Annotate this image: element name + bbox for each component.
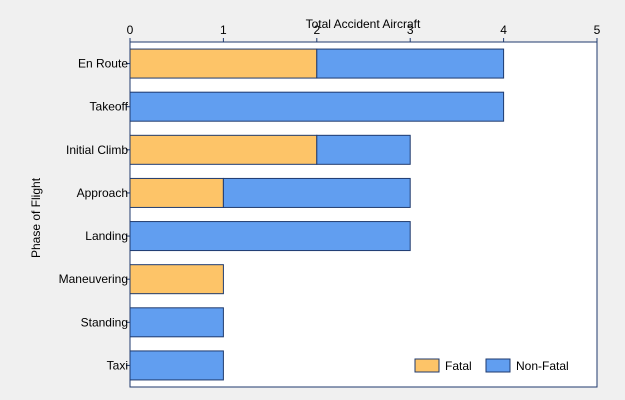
bar-non-fatal bbox=[222, 177, 411, 208]
x-axis-ticks: 0 1 2 3 4 5 bbox=[127, 23, 601, 42]
category-label: En Route bbox=[78, 57, 128, 71]
category-label: Landing bbox=[85, 229, 128, 243]
legend-label: Fatal bbox=[445, 359, 472, 373]
legend-swatch-fatal bbox=[414, 358, 440, 373]
category-label: Standing bbox=[81, 315, 128, 329]
x-axis-title: Total Accident Aircraft bbox=[306, 17, 421, 31]
bar-non-fatal bbox=[316, 134, 411, 165]
legend: Fatal Non-Fatal bbox=[414, 358, 569, 373]
bar-non-fatal bbox=[129, 307, 224, 338]
bar-fatal bbox=[129, 134, 318, 165]
x-tick-label: 0 bbox=[127, 23, 134, 37]
y-axis-title: Phase of Flight bbox=[29, 177, 43, 258]
category-label: Initial Climb bbox=[66, 143, 128, 157]
legend-swatch-non-fatal bbox=[485, 358, 511, 373]
category-label: Takeoff bbox=[90, 100, 129, 114]
x-tick-label: 2 bbox=[313, 23, 320, 37]
category-label: Maneuvering bbox=[59, 272, 128, 286]
bars bbox=[129, 48, 505, 381]
bar-non-fatal bbox=[129, 221, 411, 252]
bar-fatal bbox=[129, 48, 318, 79]
bar-non-fatal bbox=[129, 91, 505, 122]
x-tick-label: 4 bbox=[500, 23, 507, 37]
legend-label: Non-Fatal bbox=[516, 359, 569, 373]
bar-non-fatal bbox=[129, 350, 224, 381]
bar-fatal bbox=[129, 177, 224, 208]
bar-fatal bbox=[129, 264, 224, 295]
x-tick-label: 5 bbox=[594, 23, 601, 37]
x-tick-label: 1 bbox=[220, 23, 227, 37]
category-labels: En Route Takeoff Initial Climb Approach Land… bbox=[59, 57, 130, 372]
bar-non-fatal bbox=[316, 48, 505, 79]
category-label: Approach bbox=[77, 186, 128, 200]
x-tick-label: 3 bbox=[407, 23, 414, 37]
category-label: Taxi bbox=[107, 358, 128, 372]
